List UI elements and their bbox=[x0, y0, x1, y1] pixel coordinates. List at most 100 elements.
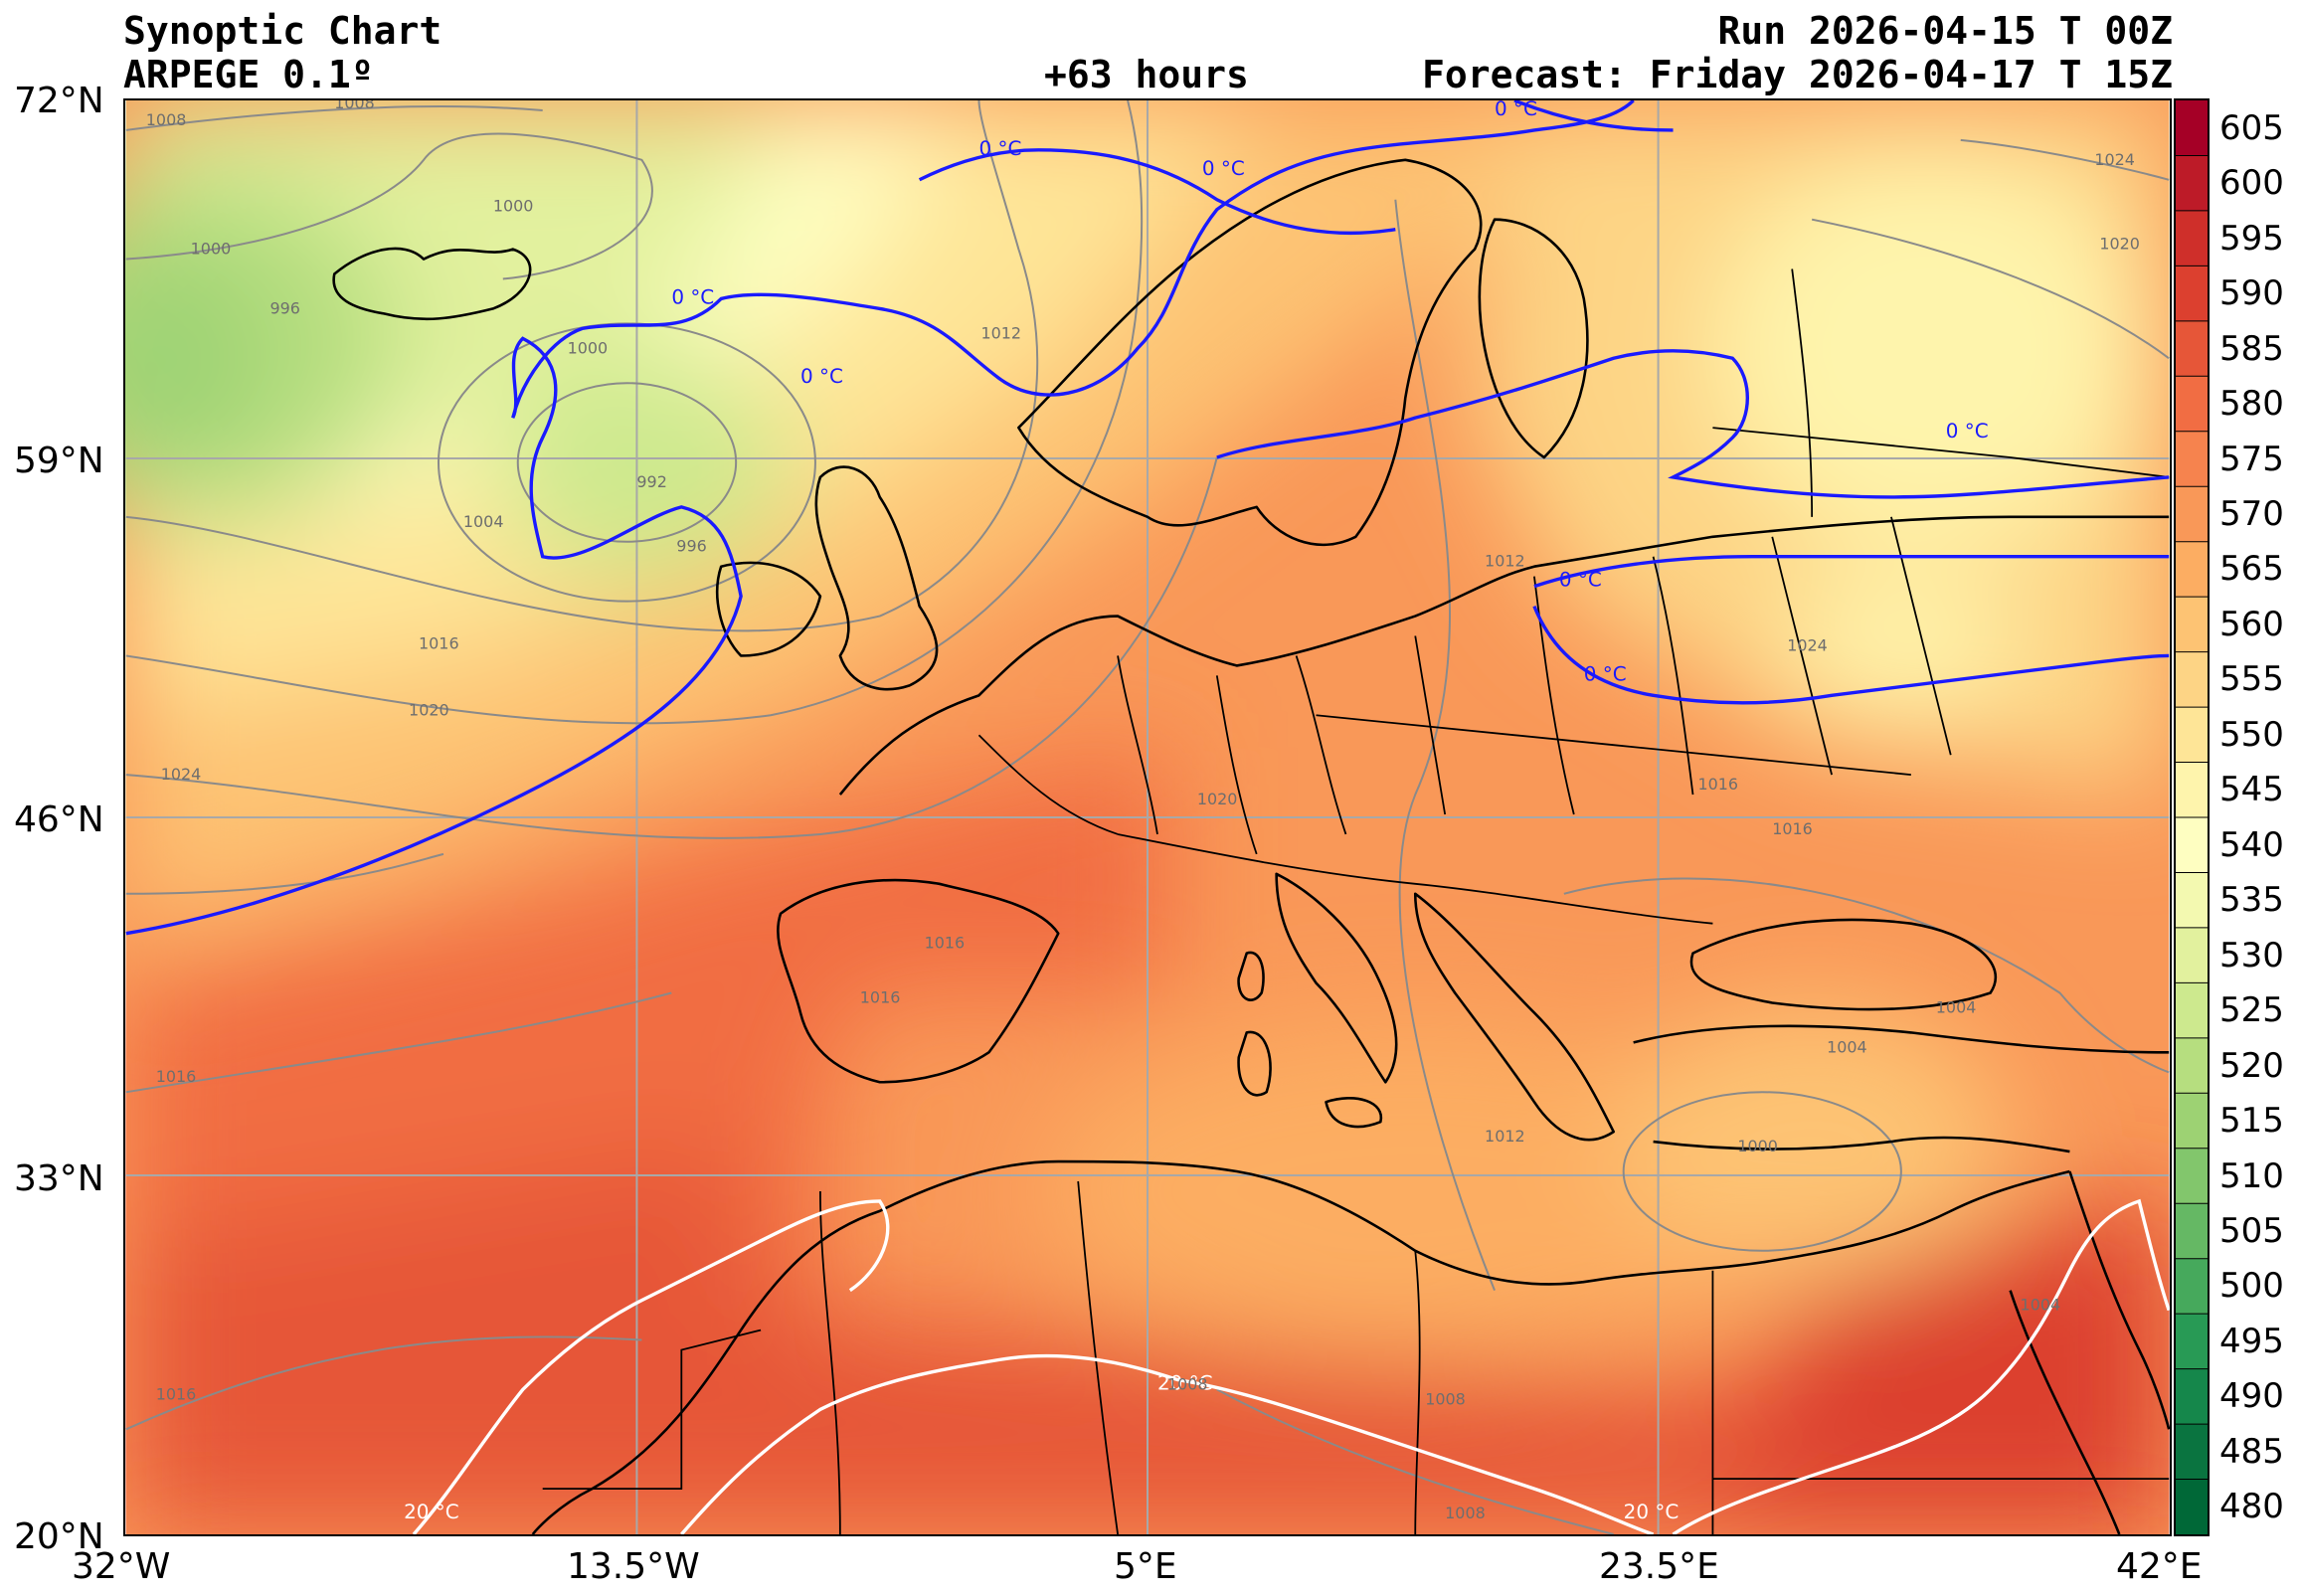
colorbar-swatch-545 bbox=[2176, 763, 2208, 818]
iso20-label-2: 20 °C bbox=[404, 1500, 459, 1523]
chart-title: Synoptic Chart bbox=[123, 12, 442, 50]
p-label-13: 1012 bbox=[980, 323, 1021, 342]
colorbar bbox=[2174, 98, 2210, 1536]
colorbar-swatch-600 bbox=[2176, 155, 2208, 211]
lon-label-32w: 32°W bbox=[72, 1549, 170, 1585]
colorbar-label-495: 495 bbox=[2219, 1325, 2284, 1358]
p-label-24: 1016 bbox=[1772, 819, 1813, 838]
p-label-7: 996 bbox=[676, 537, 706, 556]
p-label-12: 1016 bbox=[156, 1067, 197, 1086]
p-label-17: 1016 bbox=[1697, 775, 1738, 794]
lat-label-59n: 59°N bbox=[14, 443, 104, 479]
colorbar-swatch-500 bbox=[2176, 1259, 2208, 1315]
colorbar-swatch-550 bbox=[2176, 707, 2208, 763]
colorbar-swatch-505 bbox=[2176, 1203, 2208, 1259]
colorbar-swatch-585 bbox=[2176, 321, 2208, 377]
lon-label-5e: 5°E bbox=[1114, 1549, 1177, 1585]
colorbar-swatch-480 bbox=[2176, 1480, 2208, 1534]
iso0-label-8: 0 °C bbox=[1584, 661, 1627, 685]
colorbar-swatch-590 bbox=[2176, 266, 2208, 321]
colorbar-swatch-530 bbox=[2176, 928, 2208, 983]
p-label-16: 1016 bbox=[860, 987, 901, 1006]
colorbar-label-545: 545 bbox=[2219, 773, 2284, 806]
colorbar-swatch-535 bbox=[2176, 872, 2208, 928]
p-label-26: 1004 bbox=[1827, 1037, 1867, 1056]
colorbar-label-480: 480 bbox=[2219, 1490, 2284, 1523]
iso0-label-2: 0 °C bbox=[800, 364, 843, 388]
colorbar-swatch-485 bbox=[2176, 1424, 2208, 1480]
p-label-10: 1020 bbox=[409, 700, 449, 719]
p-label-14: 1020 bbox=[1197, 790, 1238, 808]
colorbar-swatch-555 bbox=[2176, 652, 2208, 708]
colorbar-swatch-525 bbox=[2176, 982, 2208, 1038]
colorbar-swatch-520 bbox=[2176, 1038, 2208, 1094]
p-label-5: 1000 bbox=[568, 338, 609, 357]
colorbar-label-510: 510 bbox=[2219, 1159, 2284, 1193]
p-label-0: 1008 bbox=[146, 110, 187, 129]
colorbar-label-485: 485 bbox=[2219, 1435, 2284, 1469]
p-label-25: 1004 bbox=[1936, 997, 1977, 1016]
p-label-8: 1004 bbox=[463, 512, 504, 531]
colorbar-swatch-510 bbox=[2176, 1149, 2208, 1204]
forecast-time: Forecast: Friday 2026-04-17 T 15Z bbox=[1422, 56, 2173, 93]
colorbar-swatch-570 bbox=[2176, 486, 2208, 542]
p-label-9: 1016 bbox=[419, 633, 459, 652]
iso0-label-7: 0 °C bbox=[1559, 568, 1602, 592]
run-time: Run 2026-04-15 T 00Z bbox=[1717, 12, 2173, 50]
lon-label-42e: 42°E bbox=[2116, 1549, 2203, 1585]
colorbar-label-555: 555 bbox=[2219, 662, 2284, 696]
colorbar-label-585: 585 bbox=[2219, 332, 2284, 366]
p-label-21: 1020 bbox=[2099, 235, 2140, 254]
p-label-29: 1008 bbox=[1167, 1374, 1208, 1393]
iso0-label-5: 0 °C bbox=[1495, 100, 1537, 120]
map-svg: 0 °C 0 °C 0 °C 0 °C 0 °C 0 °C 0 °C 0 °C … bbox=[125, 100, 2170, 1534]
colorbar-label-560: 560 bbox=[2219, 608, 2284, 641]
colorbar-label-565: 565 bbox=[2219, 552, 2284, 586]
colorbar-label-530: 530 bbox=[2219, 939, 2284, 973]
colorbar-label-600: 600 bbox=[2219, 166, 2284, 200]
colorbar-swatch-605 bbox=[2176, 100, 2208, 156]
p-label-3: 1000 bbox=[191, 240, 232, 259]
p-label-11: 1024 bbox=[161, 765, 202, 784]
colorbar-label-515: 515 bbox=[2219, 1104, 2284, 1138]
p-label-2: 1000 bbox=[493, 197, 534, 216]
iso0-label-4: 0 °C bbox=[1202, 156, 1245, 180]
colorbar-swatch-595 bbox=[2176, 211, 2208, 266]
colorbar-label-595: 595 bbox=[2219, 222, 2284, 256]
iso20-label-3: 20 °C bbox=[1624, 1500, 1680, 1523]
p-label-19: 1016 bbox=[156, 1384, 197, 1403]
p-label-22: 1012 bbox=[1485, 552, 1525, 571]
iso0-label-6: 0 °C bbox=[1946, 419, 1989, 443]
model-name: ARPEGE 0.1º bbox=[123, 56, 374, 93]
colorbar-swatch-540 bbox=[2176, 817, 2208, 873]
colorbar-swatch-515 bbox=[2176, 1093, 2208, 1149]
p-label-30: 1004 bbox=[2021, 1296, 2061, 1315]
lat-label-46n: 46°N bbox=[14, 802, 104, 838]
lead-time: +63 hours bbox=[1044, 56, 1249, 93]
colorbar-label-500: 500 bbox=[2219, 1269, 2284, 1303]
colorbar-swatch-575 bbox=[2176, 432, 2208, 487]
p-label-6: 992 bbox=[636, 472, 666, 491]
p-label-1: 1008 bbox=[334, 100, 375, 112]
colorbar-swatch-565 bbox=[2176, 542, 2208, 598]
p-label-15: 1016 bbox=[925, 934, 966, 953]
synoptic-map: 0 °C 0 °C 0 °C 0 °C 0 °C 0 °C 0 °C 0 °C … bbox=[123, 98, 2172, 1536]
colorbar-swatch-560 bbox=[2176, 597, 2208, 652]
colorbar-label-570: 570 bbox=[2219, 497, 2284, 531]
lon-label-13-5w: 13.5°W bbox=[567, 1549, 700, 1585]
p-label-23: 1024 bbox=[1787, 635, 1828, 654]
iso0-label-3: 0 °C bbox=[978, 136, 1021, 160]
iso0-label-1: 0 °C bbox=[671, 284, 714, 308]
colorbar-label-540: 540 bbox=[2219, 828, 2284, 862]
colorbar-label-590: 590 bbox=[2219, 276, 2284, 310]
colorbar-label-520: 520 bbox=[2219, 1049, 2284, 1083]
p-label-4: 996 bbox=[269, 298, 299, 317]
colorbar-label-580: 580 bbox=[2219, 387, 2284, 421]
colorbar-label-605: 605 bbox=[2219, 111, 2284, 145]
colorbar-label-575: 575 bbox=[2219, 443, 2284, 476]
colorbar-label-535: 535 bbox=[2219, 883, 2284, 917]
p-label-27: 1000 bbox=[1737, 1137, 1778, 1155]
lat-label-33n: 33°N bbox=[14, 1161, 104, 1197]
p-label-20: 1024 bbox=[2094, 150, 2135, 169]
lon-label-23-5e: 23.5°E bbox=[1599, 1549, 1719, 1585]
